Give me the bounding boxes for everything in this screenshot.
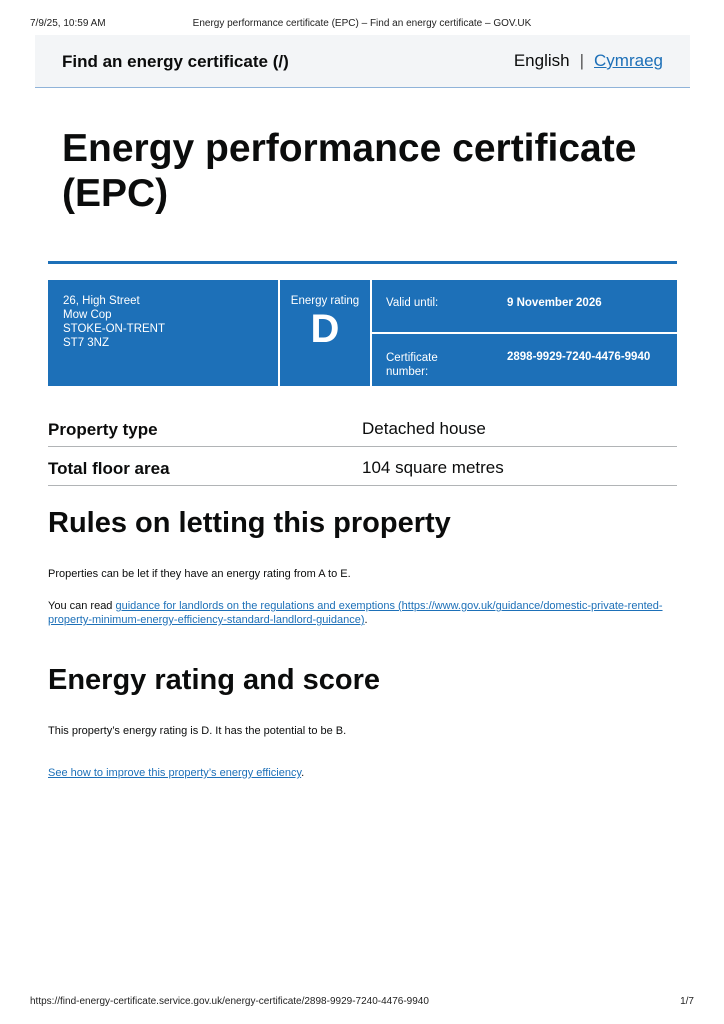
- print-datetime: 7/9/25, 10:59 AM: [30, 18, 106, 29]
- address-line: STOKE-ON-TRENT: [63, 323, 166, 335]
- service-name-link[interactable]: Find an energy certificate (/): [62, 52, 289, 72]
- floor-area-value: 104 square metres: [362, 458, 504, 477]
- site-header: Find an energy certificate (/) English | C…: [35, 35, 690, 88]
- lang-separator: |: [579, 51, 585, 70]
- divider: [48, 261, 677, 264]
- print-url: https://find-energy-certificate.service.…: [30, 996, 429, 1007]
- energy-rating: Energy rating D: [280, 280, 370, 386]
- property-type-label: Property type: [48, 420, 158, 439]
- floor-area-label: Total floor area: [48, 459, 170, 478]
- letting-heading: Rules on letting this property: [48, 507, 451, 539]
- epc-summary: 26, High Street Mow Cop STOKE-ON-TRENT S…: [48, 280, 677, 386]
- landlord-guidance-link[interactable]: guidance for landlords on the regulation…: [48, 600, 663, 626]
- address-line: 26, High Street: [63, 295, 140, 307]
- floor-area-row: Total floor area 104 square metres: [48, 447, 677, 486]
- energy-rating-value: D: [310, 307, 340, 351]
- letting-text: Properties can be let if they have an en…: [48, 568, 351, 580]
- address-postcode: ST7 3NZ: [63, 337, 110, 349]
- print-page-number: 1/7: [680, 996, 694, 1007]
- certificate-number: Certificate number: 2898-9929-7240-4476-…: [372, 334, 677, 386]
- energy-rating-label: Energy rating: [290, 295, 360, 307]
- improve-suffix: .: [301, 767, 305, 779]
- property-type-row: Property type Detached house: [48, 408, 677, 447]
- address-line: Mow Cop: [63, 309, 112, 321]
- service-name: Find an energy certificate: [62, 52, 268, 71]
- certificate-number-value: 2898-9929-7240-4476-9940: [507, 351, 651, 363]
- rating-text: This property’s energy rating is D. It h…: [48, 725, 347, 737]
- address: 26, High Street Mow Cop STOKE-ON-TRENT S…: [48, 280, 278, 386]
- language-switcher: English | Cymraeg: [514, 51, 663, 71]
- valid-until-value: 9 November 2026: [507, 297, 602, 309]
- letting-guidance: You can read guidance for landlords on t…: [48, 599, 668, 627]
- property-type-value: Detached house: [362, 419, 486, 438]
- improve-paragraph: See how to improve this property’s energ…: [48, 766, 668, 780]
- guidance-prefix: You can read: [48, 600, 116, 612]
- lang-cymraeg-link[interactable]: Cymraeg: [594, 51, 663, 70]
- improve-efficiency-link[interactable]: See how to improve this property’s energ…: [48, 767, 302, 779]
- guidance-suffix: .: [364, 614, 368, 626]
- rating-heading: Energy rating and score: [48, 664, 380, 696]
- print-page-title: Energy performance certificate (EPC) – F…: [192, 18, 532, 29]
- lang-english: English: [513, 51, 570, 70]
- valid-until-label: Valid until:: [386, 297, 439, 309]
- certificate-number-label: Certificate number:: [386, 352, 438, 378]
- service-link-url: (/): [272, 52, 289, 71]
- page-title: Energy performance certificate (EPC): [62, 127, 637, 215]
- valid-until: Valid until: 9 November 2026: [372, 280, 677, 332]
